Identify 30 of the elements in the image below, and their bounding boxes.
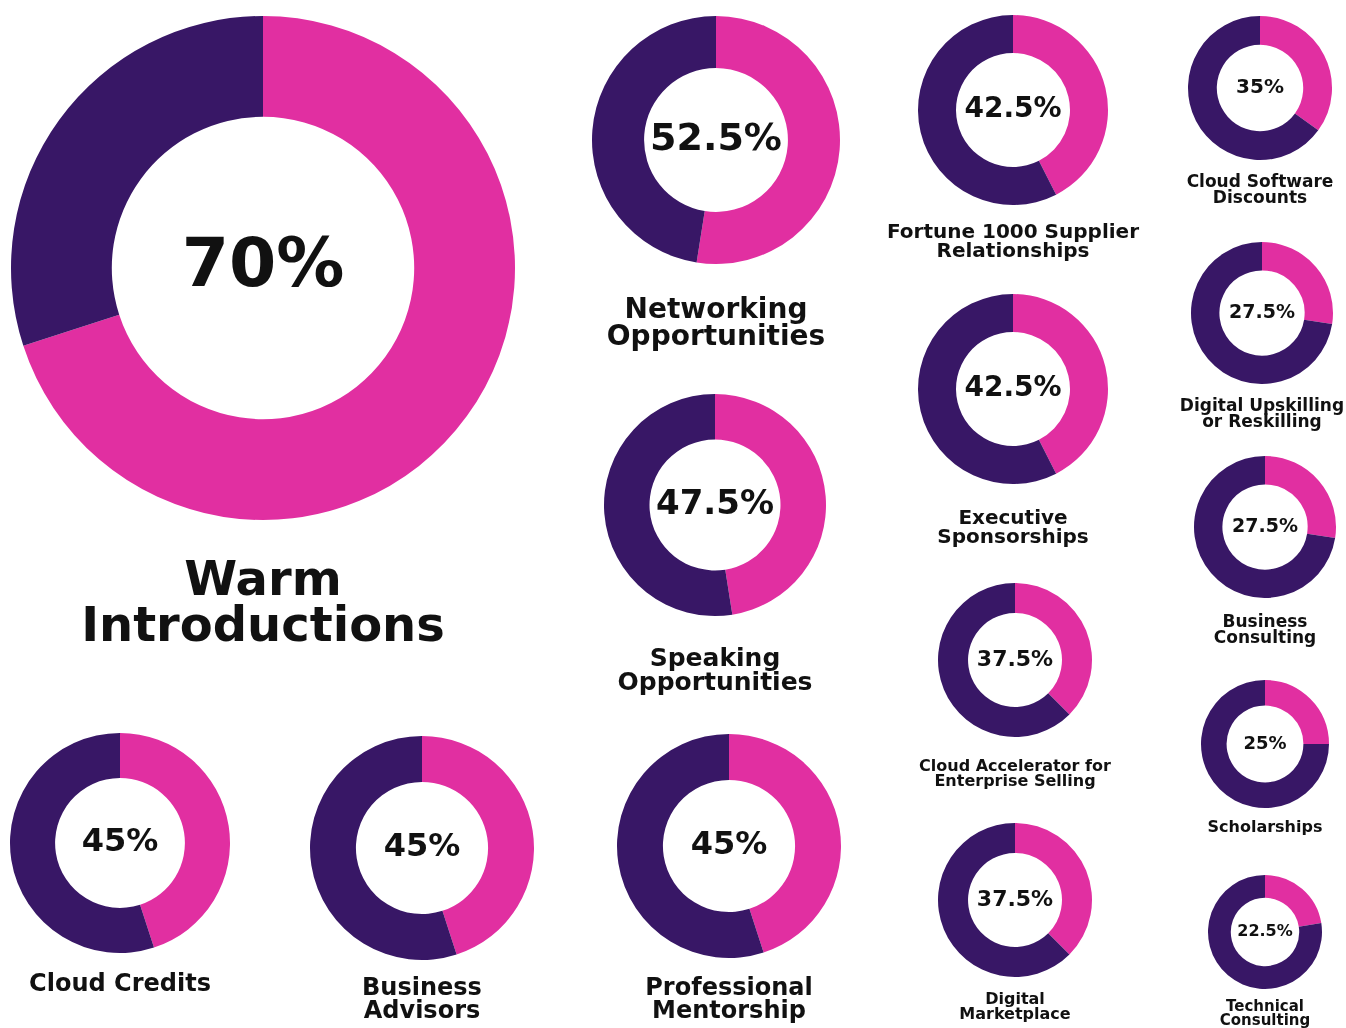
text: Warm Introductions: [80, 550, 446, 652]
text: Digital Marketplace: [958, 989, 1072, 1024]
data-label: 42.5%: [964, 370, 1062, 404]
data-label: 27.5%: [1229, 299, 1295, 322]
text: Cloud Accelerator for Enterprise Selling: [918, 756, 1112, 791]
text: Executive Sponsorships: [936, 505, 1090, 548]
data-label: 37.5%: [976, 645, 1054, 671]
text: Networking Opportunities: [605, 292, 827, 352]
data-label: 37.5%: [976, 885, 1054, 911]
text: Scholarships: [1206, 817, 1324, 836]
data-label: 47.5%: [656, 481, 774, 522]
data-label: 22.5%: [1237, 921, 1293, 941]
text: Fortune 1000 Supplier Relationships: [885, 219, 1141, 262]
text: Digital Upskilling or Reskilling: [1178, 395, 1346, 432]
text: Cloud Software Discounts: [1185, 171, 1335, 208]
text: Speaking Opportunities: [616, 643, 814, 696]
data-label: 70%: [181, 222, 345, 302]
data-label: 52.5%: [650, 114, 782, 159]
text: Professional Mentorship: [644, 973, 814, 1024]
text: Cloud Credits: [28, 969, 212, 997]
text: Business Advisors: [361, 973, 483, 1024]
data-label: 27.5%: [1232, 513, 1298, 536]
data-label: 45%: [690, 824, 768, 863]
text: Business Consulting: [1212, 611, 1318, 648]
data-label: 42.5%: [964, 91, 1062, 125]
text: Technical Consulting: [1218, 997, 1312, 1028]
data-label: 45%: [81, 821, 159, 860]
data-label: 45%: [383, 826, 461, 865]
data-label: 35%: [1236, 74, 1284, 99]
data-label: 25%: [1243, 731, 1287, 753]
